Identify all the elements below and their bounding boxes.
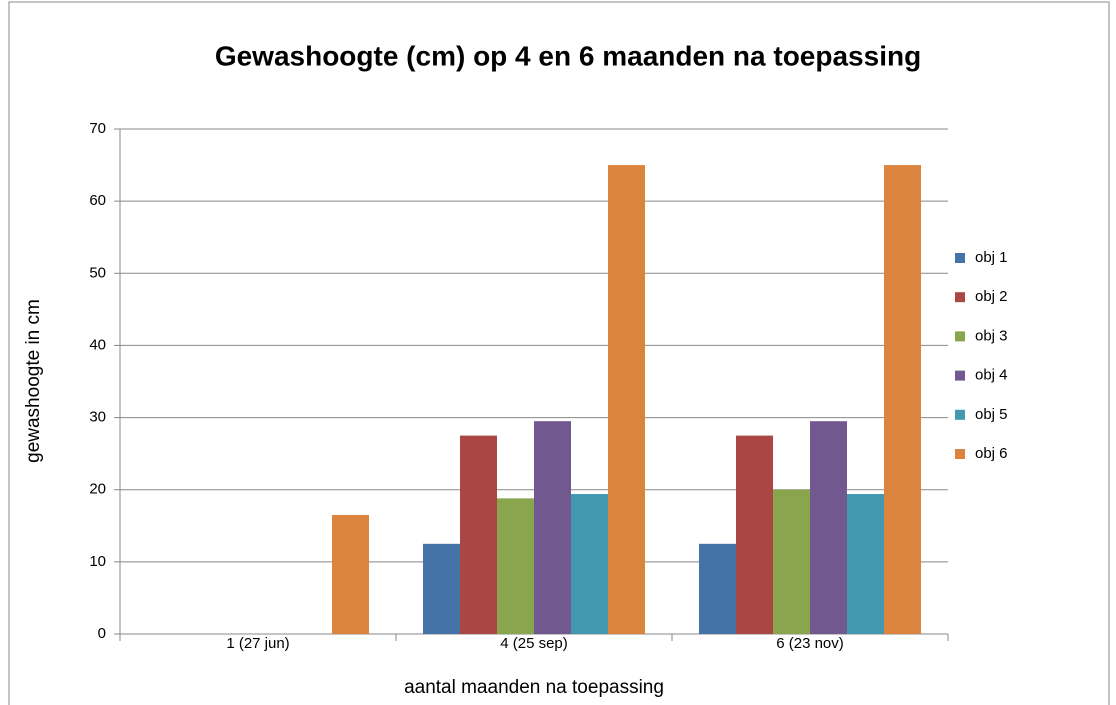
bar (332, 514, 369, 634)
bar (460, 435, 497, 634)
y-tick-label: 20 (89, 481, 106, 498)
bar (571, 494, 608, 634)
y-tick-label: 60 (89, 192, 106, 209)
y-tick-label: 50 (89, 264, 106, 281)
legend-label: obj 3 (975, 327, 1008, 344)
legend-label: obj 5 (975, 406, 1008, 423)
bar (773, 489, 810, 634)
x-axis-title: aantal maanden na toepassing (404, 677, 664, 698)
chart-title: Gewashoogte (cm) op 4 en 6 maanden na to… (215, 40, 921, 71)
x-tick-label: 6 (23 nov) (776, 635, 844, 652)
bar (884, 165, 921, 635)
y-tick-label: 70 (89, 120, 106, 137)
bar (534, 421, 571, 634)
bar (699, 543, 736, 634)
x-tick-label: 1 (27 jun) (226, 635, 289, 652)
legend-label: obj 2 (975, 288, 1008, 305)
legend-swatch (955, 331, 965, 342)
legend-swatch (955, 253, 965, 263)
y-tick-label: 10 (89, 553, 106, 570)
bar (736, 435, 773, 634)
y-tick-label: 30 (89, 409, 106, 426)
bar (847, 494, 884, 634)
legend-swatch (955, 409, 965, 420)
legend-swatch (955, 370, 965, 381)
chart-frame (8, 1, 1110, 705)
y-tick-label: 40 (89, 336, 106, 353)
x-tick-label: 4 (25 sep) (500, 635, 568, 652)
legend-swatch (955, 292, 965, 303)
bar (810, 421, 847, 634)
legend-label: obj 1 (975, 249, 1008, 266)
y-axis-title: gewashoogte in cm (23, 299, 44, 463)
y-tick-label: 0 (98, 625, 106, 642)
legend-label: obj 4 (975, 367, 1008, 384)
legend-swatch (955, 449, 965, 459)
bar (423, 543, 460, 634)
bar (608, 165, 645, 635)
bar (497, 498, 534, 634)
legend-label: obj 6 (975, 445, 1008, 462)
